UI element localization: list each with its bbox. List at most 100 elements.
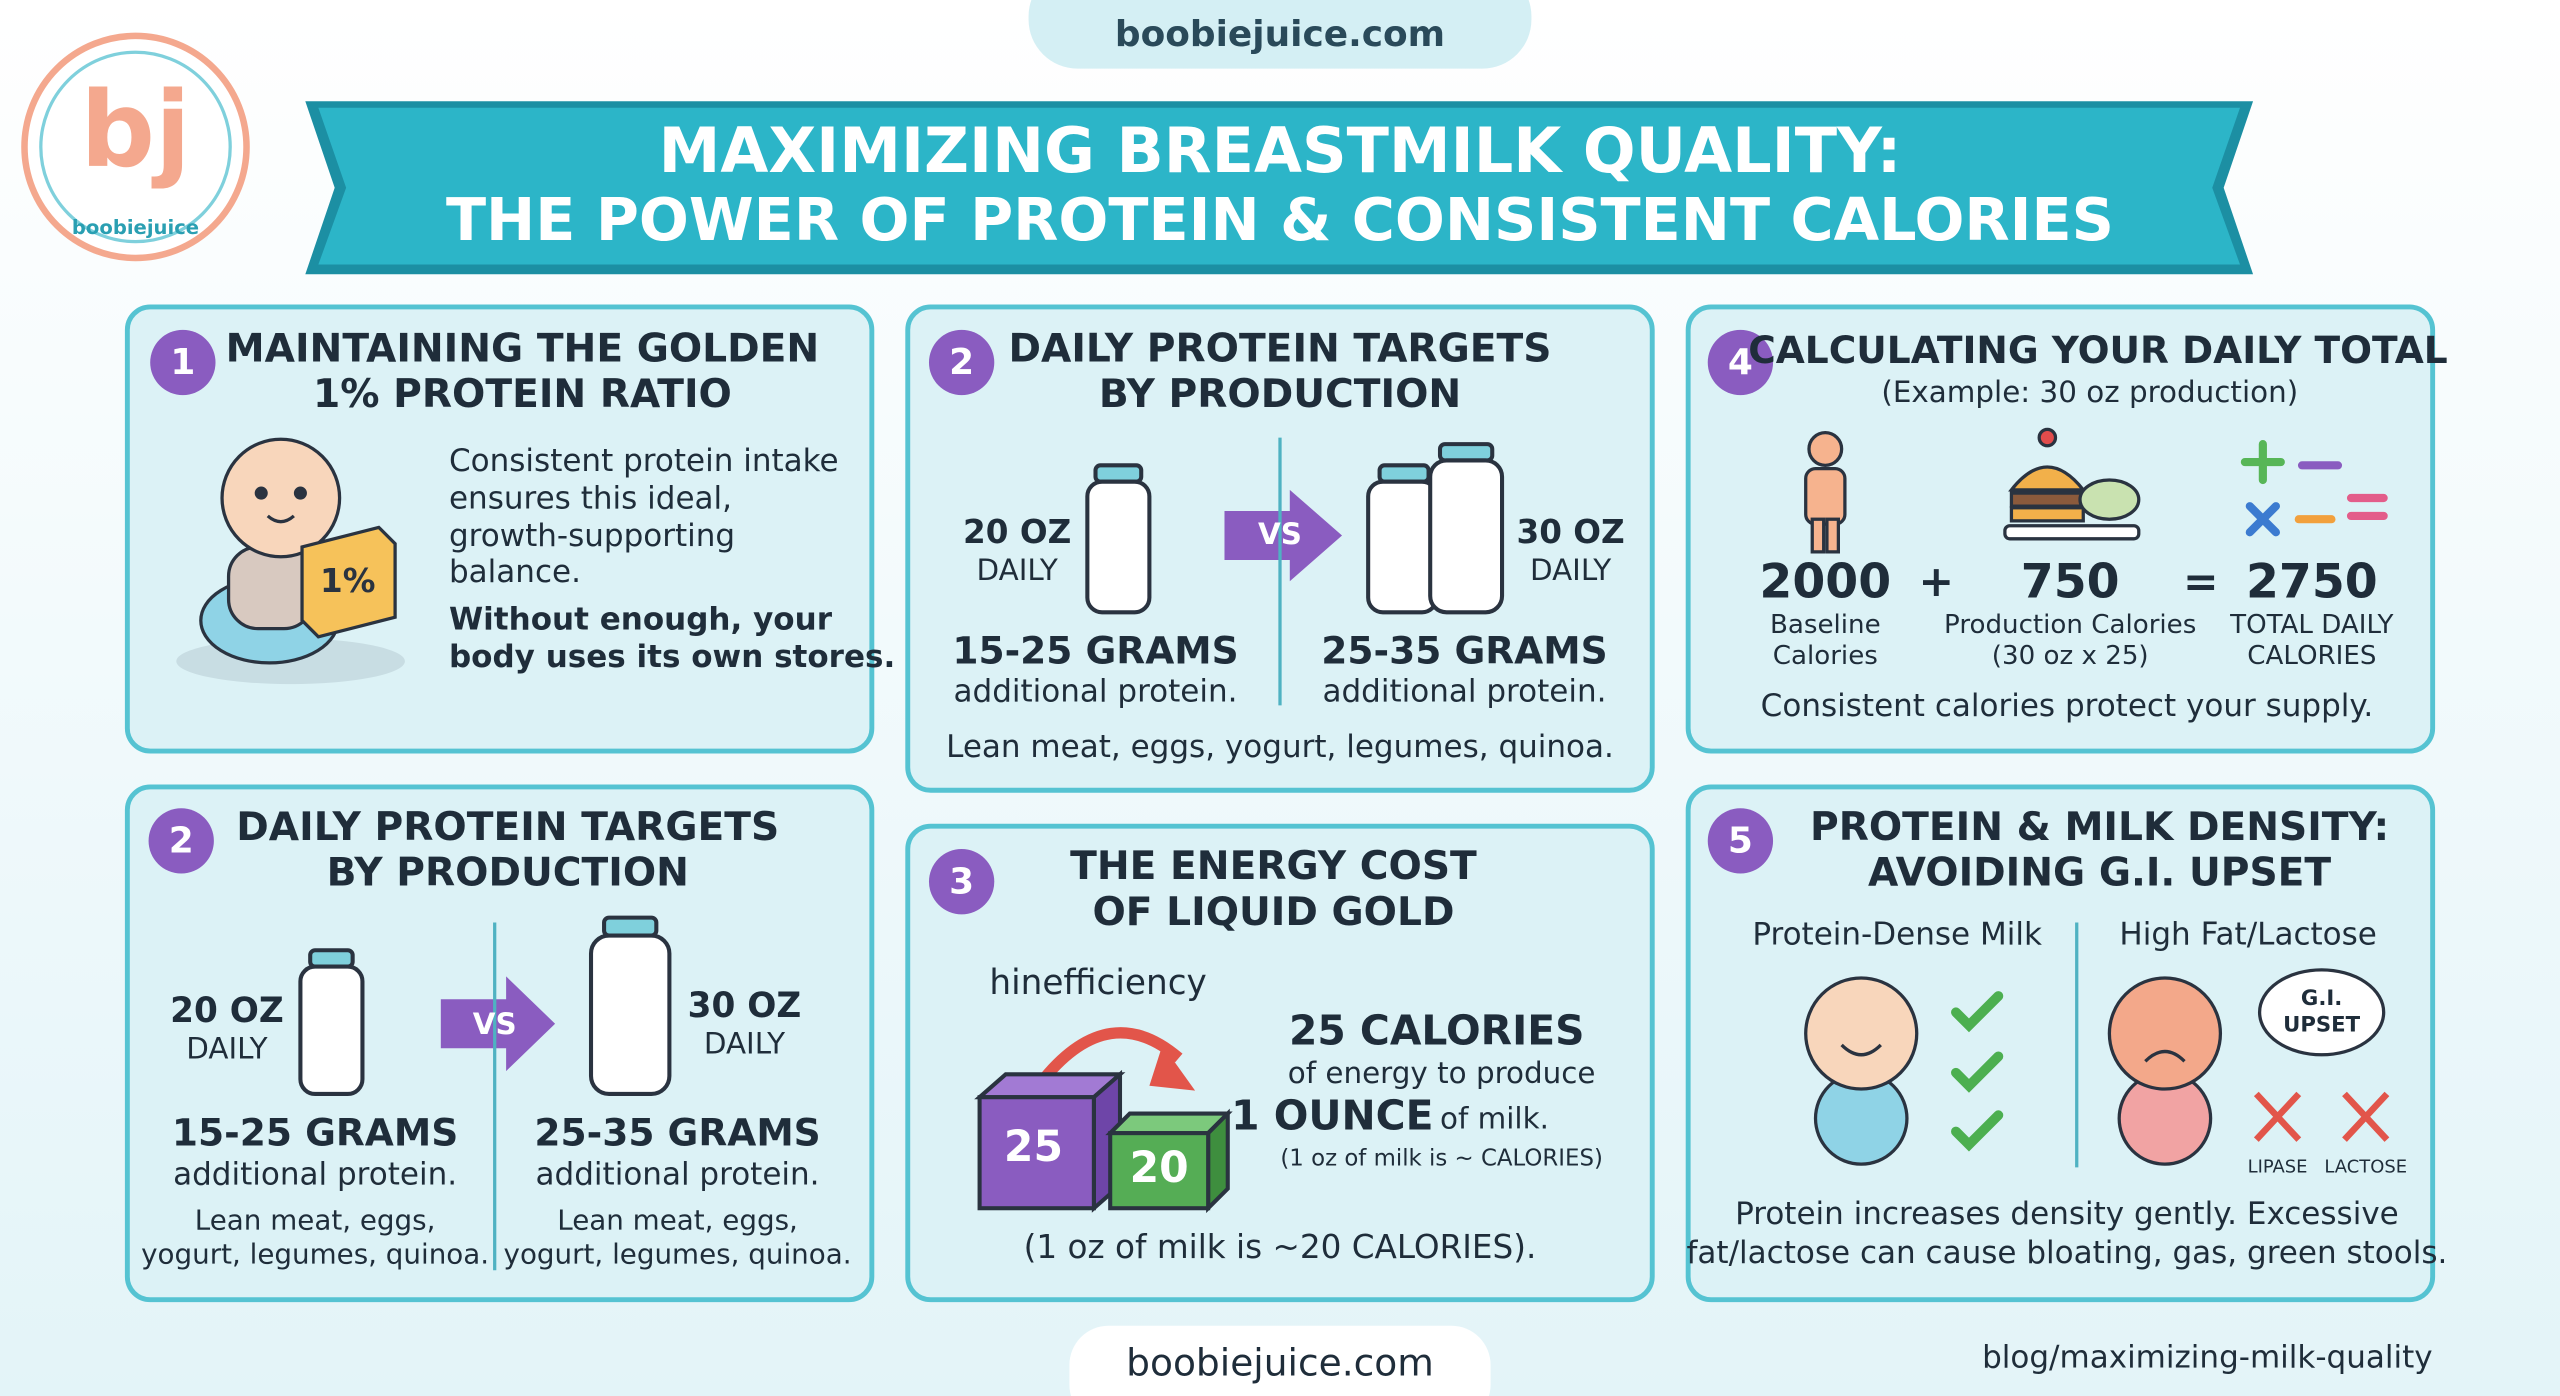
amount: 30 OZ bbox=[688, 986, 802, 1026]
foods: Lean meat, eggs, yogurt, legumes, quinoa… bbox=[946, 729, 1614, 765]
cloud bbox=[2257, 968, 2386, 1057]
panel-footer: Protein increases density gently. Excess… bbox=[1735, 1196, 2399, 1232]
panel-title: AVOIDING G.I. UPSET bbox=[1868, 851, 2331, 896]
panel-footer: (1 oz of milk is ~20 CALORIES). bbox=[1024, 1228, 1537, 1266]
panel-number: 2 bbox=[169, 820, 194, 861]
grams: 15-25 GRAMS bbox=[172, 1110, 458, 1154]
operator: + bbox=[1919, 558, 1955, 607]
number-badges bbox=[148, 329, 1774, 915]
calc-value: 2000 bbox=[1759, 555, 1891, 610]
panel-title: BY PRODUCTION bbox=[1099, 372, 1461, 417]
title: THE POWER OF PROTEIN & CONSISTENT CALORI… bbox=[446, 185, 2114, 254]
calc-label: (30 oz x 25) bbox=[1992, 641, 2149, 671]
energy-line: of energy to produce bbox=[1288, 1056, 1596, 1090]
panel-subtitle: (Example: 30 oz production) bbox=[1881, 375, 2298, 409]
emphasis-text: Without enough, your bbox=[449, 601, 833, 637]
amount: DAILY bbox=[704, 1026, 785, 1060]
energy-note: (1 oz of milk is ~ CALORIES) bbox=[1280, 1146, 1602, 1172]
calc-label: Calories bbox=[1773, 641, 1878, 671]
emphasis-text: body uses its own stores. bbox=[449, 639, 895, 675]
cubes bbox=[974, 1069, 1233, 1214]
panel-title: MAINTAINING THE GOLDEN bbox=[226, 327, 820, 372]
headline: 25 CALORIES bbox=[1289, 1007, 1585, 1055]
ounce-suffix: of milk. bbox=[1440, 1102, 1549, 1136]
grams: 25-35 GRAMS bbox=[534, 1110, 820, 1154]
label: hinefficiency bbox=[989, 963, 1206, 1003]
grams-note: additional protein. bbox=[536, 1157, 820, 1193]
logo-letters: bj bbox=[80, 69, 191, 191]
blocked-label: LIPASE bbox=[2248, 1156, 2308, 1177]
vs-arrow bbox=[440, 976, 556, 1072]
badge: 1% bbox=[320, 562, 375, 600]
panel-title: BY PRODUCTION bbox=[327, 851, 689, 896]
panel-title: DAILY PROTEIN TARGETS bbox=[1009, 327, 1552, 372]
amount: DAILY bbox=[186, 1031, 267, 1065]
food-icon bbox=[2003, 427, 2141, 541]
amount: DAILY bbox=[1530, 553, 1611, 587]
foods: yogurt, legumes, quinoa. bbox=[504, 1238, 852, 1271]
foods: yogurt, legumes, quinoa. bbox=[141, 1238, 489, 1271]
column-label: High Fat/Lactose bbox=[2119, 917, 2376, 953]
calc-label: Production Calories bbox=[1944, 610, 2196, 640]
bottles bbox=[298, 915, 672, 1096]
calc-label: TOTAL DAILY bbox=[2229, 610, 2393, 640]
calc-label: CALORIES bbox=[2247, 641, 2376, 671]
baby-illustration bbox=[176, 437, 405, 685]
happy-baby bbox=[1804, 976, 1919, 1166]
panel-title: DAILY PROTEIN TARGETS bbox=[236, 805, 779, 850]
panel-title: THE ENERGY COST bbox=[1070, 844, 1477, 889]
panel-footer: Consistent calories protect your supply. bbox=[1761, 688, 2373, 724]
body-text: balance. bbox=[449, 554, 581, 590]
body-text: growth-supporting bbox=[449, 518, 735, 554]
amount: 20 OZ bbox=[963, 513, 1071, 551]
grams-note: additional protein. bbox=[173, 1157, 457, 1193]
vs-label: VS bbox=[1258, 517, 1302, 551]
panel-number: 2 bbox=[949, 342, 974, 383]
foods: Lean meat, eggs, bbox=[195, 1203, 436, 1236]
panel-title: 1% PROTEIN RATIO bbox=[313, 372, 732, 417]
cloud-text: UPSET bbox=[2283, 1012, 2361, 1037]
operator: = bbox=[2183, 558, 2219, 607]
amount: 20 OZ bbox=[170, 991, 284, 1031]
person-icon bbox=[1804, 431, 1847, 554]
logo-name: boobiejuice bbox=[72, 216, 199, 239]
blocked-label: LACTOSE bbox=[2324, 1156, 2407, 1177]
grams: 15-25 GRAMS bbox=[952, 629, 1238, 673]
vs-arrow bbox=[1224, 489, 1343, 582]
panel-number: 3 bbox=[949, 861, 974, 902]
calc-label: Baseline bbox=[1770, 610, 1881, 640]
panel-footer: fat/lactose can cause bloating, gas, gre… bbox=[1687, 1235, 2448, 1271]
grams: 25-35 GRAMS bbox=[1321, 629, 1607, 673]
foods: Lean meat, eggs, bbox=[557, 1203, 798, 1236]
calc-value: 2750 bbox=[2246, 555, 2378, 610]
grams-note: additional protein. bbox=[954, 673, 1238, 709]
panel bbox=[1685, 784, 2436, 1303]
cloud-text: G.I. bbox=[2301, 986, 2342, 1011]
amount: 30 OZ bbox=[1517, 513, 1625, 551]
panel-title: OF LIQUID GOLD bbox=[1092, 890, 1454, 935]
site-link: boobiejuice.com bbox=[1115, 14, 1445, 55]
cube-label: 25 bbox=[1004, 1123, 1063, 1172]
title: MAXIMIZING BREASTMILK QUALITY: bbox=[659, 114, 1902, 187]
body-text: Consistent protein intake bbox=[449, 443, 839, 479]
site-pill bbox=[1028, 0, 1532, 69]
footer-site: boobiejuice.com bbox=[1126, 1340, 1434, 1384]
ounce: 1 OUNCE bbox=[1231, 1091, 1433, 1139]
cube-label: 20 bbox=[1130, 1144, 1189, 1193]
banner bbox=[318, 107, 2241, 265]
panel-number: 1 bbox=[170, 342, 195, 383]
arrow-head bbox=[1149, 1044, 1196, 1091]
body-text: ensures this ideal, bbox=[449, 481, 732, 517]
footer-pill bbox=[1069, 1325, 1491, 1396]
amount: DAILY bbox=[977, 553, 1058, 587]
bottles bbox=[1085, 442, 1505, 615]
grams-note: additional protein. bbox=[1322, 673, 1606, 709]
footer-url: blog/maximizing-milk-quality bbox=[1982, 1339, 2433, 1375]
upset-baby bbox=[2107, 976, 2223, 1166]
checks bbox=[1951, 991, 2004, 1152]
logo-inner-ring bbox=[39, 50, 232, 244]
logo-ring bbox=[21, 32, 250, 262]
panel-title: PROTEIN & MILK DENSITY: bbox=[1810, 805, 2389, 850]
